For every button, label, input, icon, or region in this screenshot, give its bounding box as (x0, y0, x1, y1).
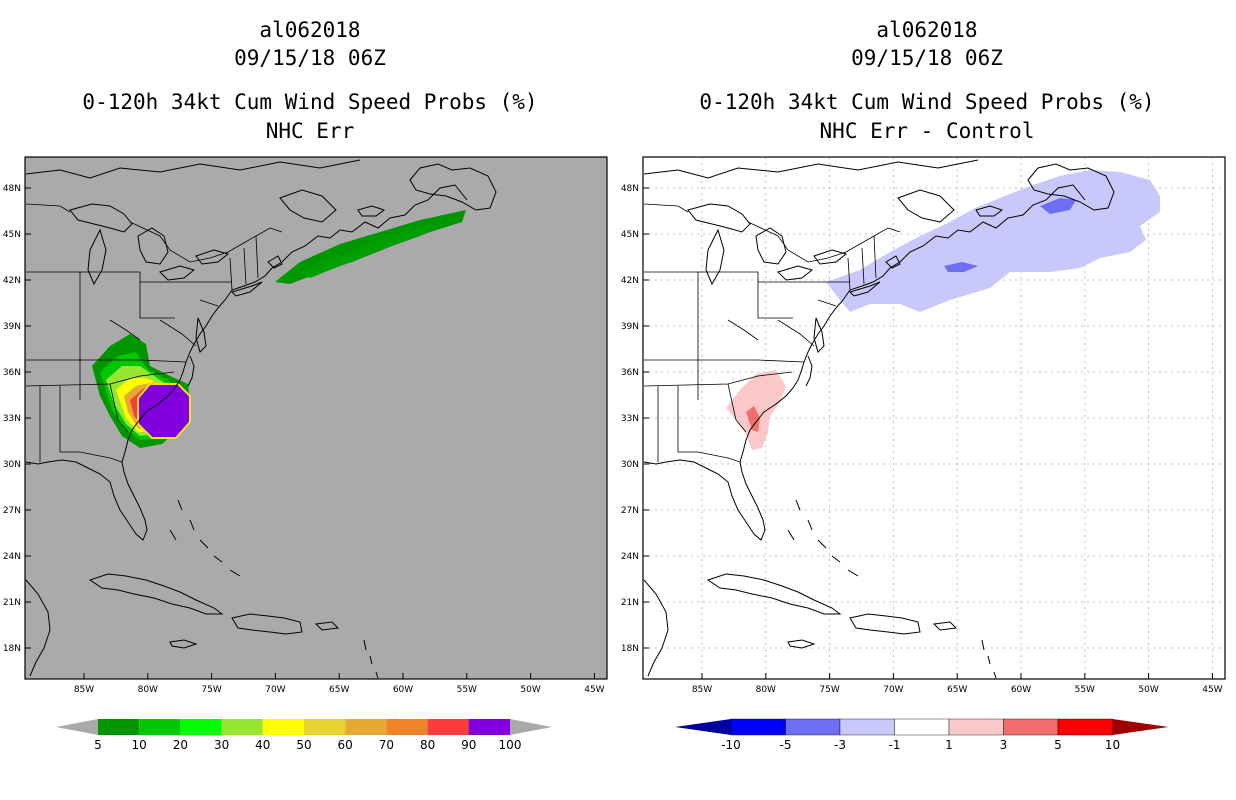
right-lon-label: 60W (1011, 685, 1031, 695)
left-colorbar-label: 100 (499, 738, 522, 752)
left-lon-label: 45W (584, 685, 604, 695)
left-lat-label: 36N (3, 368, 21, 378)
right-lon-label: 80W (756, 685, 776, 695)
right-lat-label: 39N (621, 322, 639, 332)
left-colorbar-min-arrow (56, 719, 98, 735)
left-colorbar: 5 10 20 30 40 50 60 70 80 90 100 (56, 719, 552, 752)
left-lat-label: 39N (3, 322, 21, 332)
right-lat-label: 42N (621, 276, 639, 286)
right-colorbar-swatch (949, 719, 1004, 735)
left-colorbar-swatch (345, 719, 386, 735)
right-lon-label: 75W (819, 685, 839, 695)
left-lat-label: 18N (3, 644, 21, 654)
right-colorbar-label: -5 (780, 738, 792, 752)
right-lat-label: 30N (621, 460, 639, 470)
left-colorbar-label: 90 (461, 738, 476, 752)
right-lon-label: 65W (947, 685, 967, 695)
right-colorbar-label: 10 (1105, 738, 1120, 752)
right-colorbar-swatch (731, 719, 786, 735)
right-colorbar-label: 3 (1000, 738, 1008, 752)
left-colorbar-label: 30 (214, 738, 229, 752)
left-colorbar-label: 40 (255, 738, 270, 752)
left-colorbar-label: 20 (173, 738, 188, 752)
left-colorbar-swatch (222, 719, 263, 735)
right-colorbar-swatch (1058, 719, 1113, 735)
left-colorbar-label: 70 (379, 738, 394, 752)
left-lon-label: 50W (520, 685, 540, 695)
left-lon-label: 55W (457, 685, 477, 695)
right-lat-label: 45N (621, 230, 639, 240)
right-colorbar-min-arrow (675, 719, 731, 735)
right-colorbar-swatch (1004, 719, 1059, 735)
left-colorbar-swatch (386, 719, 427, 735)
right-colorbar-label: -1 (889, 738, 901, 752)
right-lat-label: 36N (621, 368, 639, 378)
left-lat-label: 30N (3, 460, 21, 470)
right-lat-label: 18N (621, 644, 639, 654)
left-colorbar-label: 60 (338, 738, 353, 752)
left-lon-label: 70W (265, 685, 285, 695)
left-lon-label: 60W (393, 685, 413, 695)
left-colorbar-label: 80 (420, 738, 435, 752)
left-lat-label: 48N (3, 184, 21, 194)
left-colorbar-swatch (180, 719, 221, 735)
right-lat-label: 21N (621, 598, 639, 608)
right-lon-label: 45W (1202, 685, 1222, 695)
left-colorbar-label: 10 (132, 738, 147, 752)
right-colorbar-label: 5 (1054, 738, 1062, 752)
left-lat-label: 42N (3, 276, 21, 286)
right-colorbar-label: -10 (721, 738, 741, 752)
left-lat-label: 27N (3, 506, 21, 516)
left-colorbar-label: 5 (94, 738, 102, 752)
right-colorbar-label: 1 (945, 738, 953, 752)
left-lon-label: 75W (201, 685, 221, 695)
map-canvas: 48N 45N 42N 39N 36N 33N 30N 27N 24N 21N 18N 85W 80W 7… (0, 0, 1236, 800)
right-lon-label: 50W (1138, 685, 1158, 695)
right-lon-label: 85W (692, 685, 712, 695)
left-lat-label: 33N (3, 414, 21, 424)
left-lon-label: 65W (329, 685, 349, 695)
left-lat-label: 21N (3, 598, 21, 608)
right-colorbar-max-arrow (1113, 719, 1169, 735)
left-lon-label: 85W (74, 685, 94, 695)
right-colorbar: -10 -5 -3 -1 1 3 5 10 (675, 719, 1169, 752)
right-lat-label: 27N (621, 506, 639, 516)
left-lat-label: 24N (3, 552, 21, 562)
left-colorbar-swatch (98, 719, 139, 735)
right-colorbar-label: -3 (834, 738, 846, 752)
left-colorbar-swatch (263, 719, 304, 735)
left-lon-label: 80W (138, 685, 158, 695)
left-colorbar-swatch (304, 719, 345, 735)
right-lat-label: 48N (621, 184, 639, 194)
right-lon-label: 70W (883, 685, 903, 695)
left-prob-band-100 (138, 384, 190, 438)
left-colorbar-max-arrow (510, 719, 552, 735)
left-colorbar-swatch (139, 719, 180, 735)
left-map-panel: 48N 45N 42N 39N 36N 33N 30N 27N 24N 21N 18N 85W 80W 7… (3, 157, 607, 695)
right-lon-label: 55W (1075, 685, 1095, 695)
left-colorbar-swatch-top (469, 719, 510, 735)
right-colorbar-swatch (895, 719, 950, 735)
right-lat-label: 33N (621, 414, 639, 424)
right-colorbar-swatch (786, 719, 841, 735)
right-map-panel: 48N 45N 42N 39N 36N 33N 30N 27N 24N 21N 18N 85W 80W 7… (621, 157, 1225, 695)
right-lat-label: 24N (621, 552, 639, 562)
left-colorbar-swatch (428, 719, 469, 735)
left-colorbar-label: 50 (296, 738, 311, 752)
right-colorbar-swatch (840, 719, 895, 735)
left-lat-label: 45N (3, 230, 21, 240)
